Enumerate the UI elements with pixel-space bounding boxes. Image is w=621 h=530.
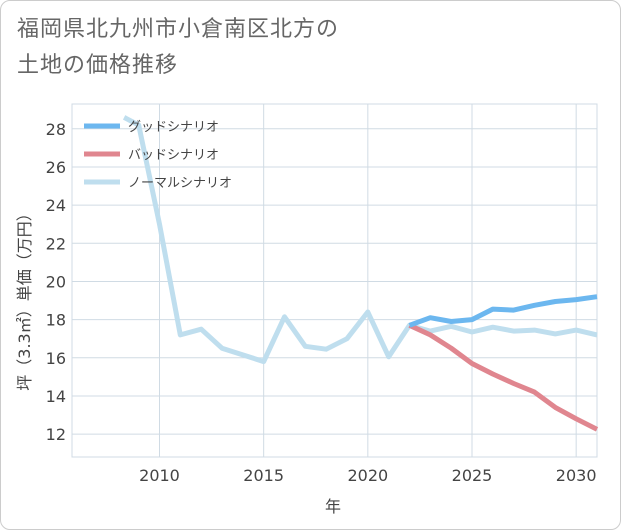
legend-label: グッドシナリオ — [128, 120, 219, 135]
y-tick-label: 24 — [46, 196, 66, 215]
y-tick-label: 22 — [46, 234, 66, 253]
x-tick-label: 2020 — [347, 466, 388, 485]
x-tick-label: 2025 — [452, 466, 493, 485]
chart-title-line-2: 土地の価格推移 — [17, 53, 179, 78]
y-tick-label: 26 — [46, 158, 66, 177]
series-line-2 — [122, 115, 598, 365]
series-line-1 — [408, 323, 599, 432]
y-tick-label: 20 — [46, 272, 66, 291]
x-axis-title: 年 — [325, 497, 341, 516]
chart-title-line-1: 福岡県北九州市小倉南区北方の — [17, 17, 340, 42]
y-tick-label: 28 — [46, 120, 66, 139]
y-tick-label: 14 — [46, 387, 66, 406]
y-tick-label: 16 — [46, 349, 66, 368]
chart-title: 福岡県北九州市小倉南区北方の 土地の価格推移 — [17, 12, 577, 84]
legend-label: ノーマルシナリオ — [128, 176, 232, 191]
x-tick-label: 2015 — [243, 466, 284, 485]
legend-label: バッドシナリオ — [128, 148, 219, 163]
y-tick-label: 12 — [46, 425, 66, 444]
series-line-0 — [408, 294, 598, 328]
grid — [71, 103, 598, 458]
x-tick-label: 2030 — [556, 466, 597, 485]
tick-labels: 12 14 16 18 20 22 24 26 28 2010 2015 2020 2025 2030 — [46, 120, 597, 485]
y-tick-label: 18 — [46, 311, 66, 330]
y-axis-title: 坪（3.3㎡）単価（万円） — [15, 205, 34, 390]
series-lines — [122, 115, 599, 432]
x-tick-label: 2010 — [139, 466, 180, 485]
